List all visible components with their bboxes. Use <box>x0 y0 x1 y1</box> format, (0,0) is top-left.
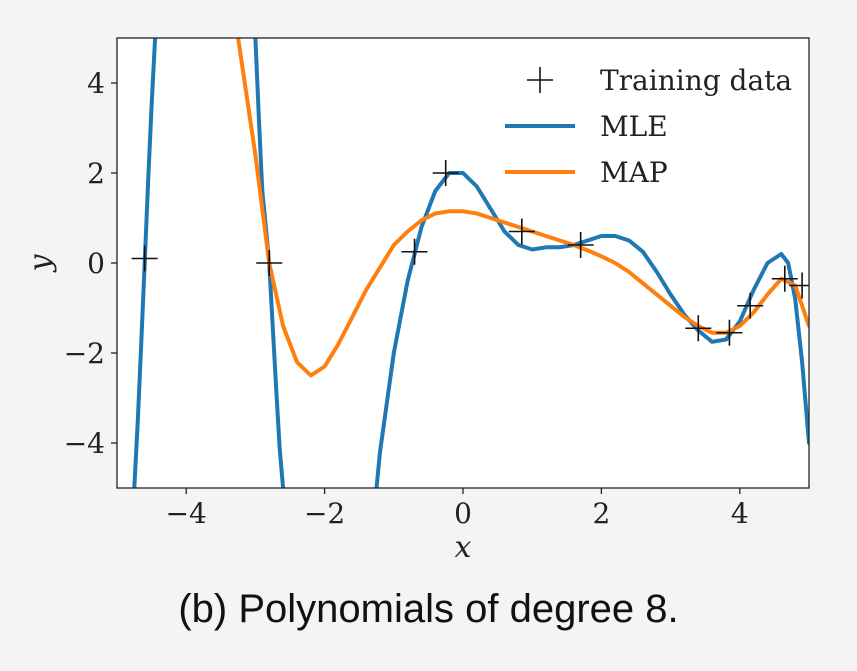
legend-label-training-data: Training data <box>600 64 792 97</box>
y-axis-label: y <box>23 253 58 273</box>
y-tick-label: 0 <box>87 247 105 280</box>
training-data-point <box>256 250 283 276</box>
y-tick-label: 4 <box>87 67 105 100</box>
y-tick-label: 2 <box>87 157 105 190</box>
markers-layer <box>131 160 809 346</box>
series-line-mle <box>374 171 809 488</box>
training-data-point <box>737 292 764 319</box>
legend-marker-training-data <box>527 67 553 93</box>
x-tick-label: 0 <box>454 497 472 530</box>
x-axis-label: x <box>455 530 472 565</box>
y-tick-label: −4 <box>64 427 105 460</box>
training-data-point <box>771 265 798 292</box>
x-tick-label: 2 <box>592 497 610 530</box>
training-data-point <box>401 238 428 265</box>
x-tick-label: −2 <box>304 497 345 530</box>
y-tick-label: −2 <box>64 337 105 370</box>
training-data-point <box>567 232 594 258</box>
x-tick-label: 4 <box>731 497 749 530</box>
legend: Training data MLE MAP <box>505 64 792 189</box>
legend-label-mle: MLE <box>600 110 668 143</box>
figure-caption: (b) Polynomials of degree 8. <box>178 587 679 631</box>
x-tick-label: −4 <box>166 497 207 530</box>
chart: −4 −2 0 2 4 −4 −2 0 2 4 x y Training data MLE MAP <box>23 37 810 565</box>
training-data-point <box>716 319 743 346</box>
series-line-map <box>236 38 809 378</box>
axes: −4 −2 0 2 4 −4 −2 0 2 4 <box>64 67 749 530</box>
training-data-point <box>432 160 459 186</box>
training-data-point <box>685 315 712 342</box>
plot-area <box>117 38 809 488</box>
training-data-point <box>789 272 809 299</box>
training-data-point <box>508 218 535 245</box>
training-data-point <box>131 245 158 272</box>
legend-label-map: MAP <box>600 156 668 189</box>
